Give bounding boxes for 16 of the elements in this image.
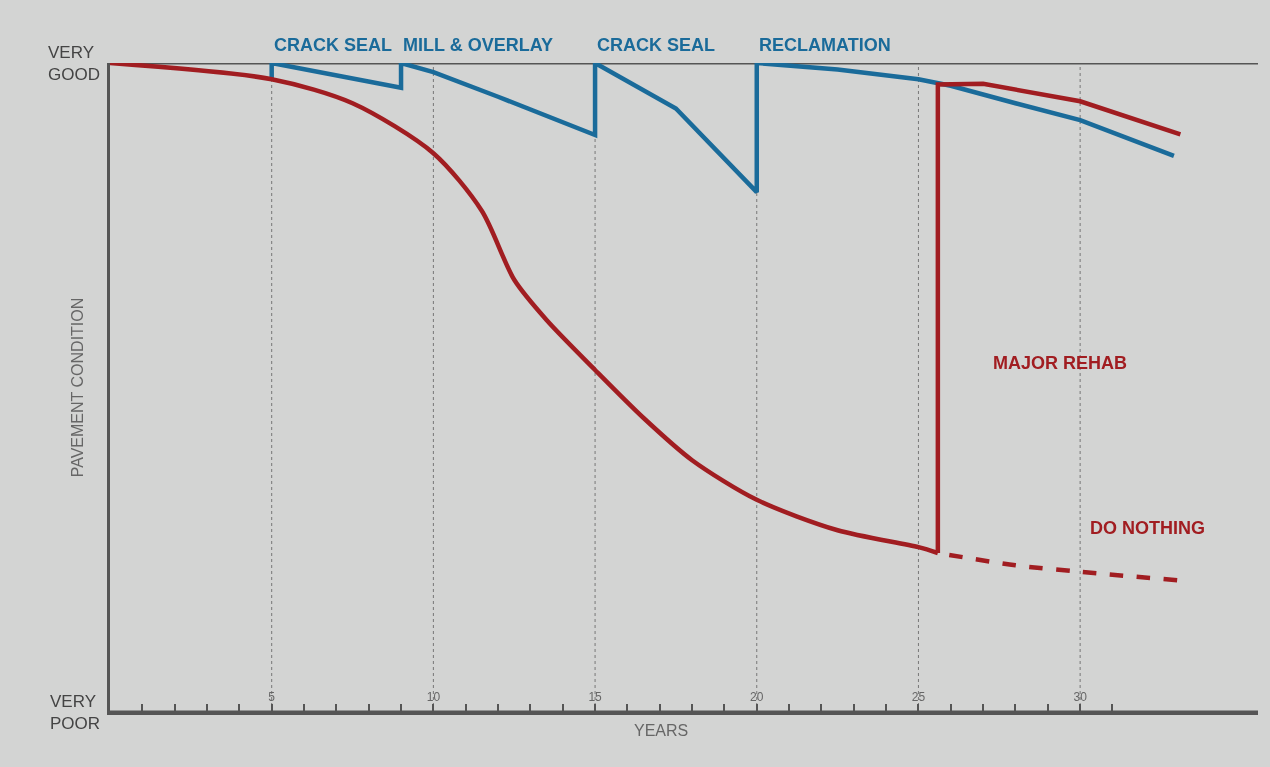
ref-line-label: VERY POOR: [50, 692, 101, 734]
x-tick-label: 25: [911, 690, 926, 704]
x-tick-label: 5: [268, 690, 276, 704]
x-tick-label: 20: [750, 690, 764, 704]
ref-line-label: VERY GOOD: [48, 43, 100, 85]
annotation: CRACK SEAL: [597, 35, 716, 55]
annotation: MAJOR REHAB: [993, 353, 1128, 373]
annotation: CRACK SEAL: [274, 35, 393, 55]
x-tick-label: 15: [588, 690, 603, 704]
annotation: RECLAMATION: [759, 35, 891, 55]
x-tick-label: 30: [1073, 690, 1088, 704]
annotation: DO NOTHING: [1090, 518, 1205, 538]
annotation: MILL & OVERLAY: [403, 35, 554, 55]
y-axis-title: PAVEMENT CONDITION: [68, 297, 86, 478]
x-tick-label: 10: [426, 690, 441, 704]
x-axis-title: YEARS: [634, 722, 689, 739]
